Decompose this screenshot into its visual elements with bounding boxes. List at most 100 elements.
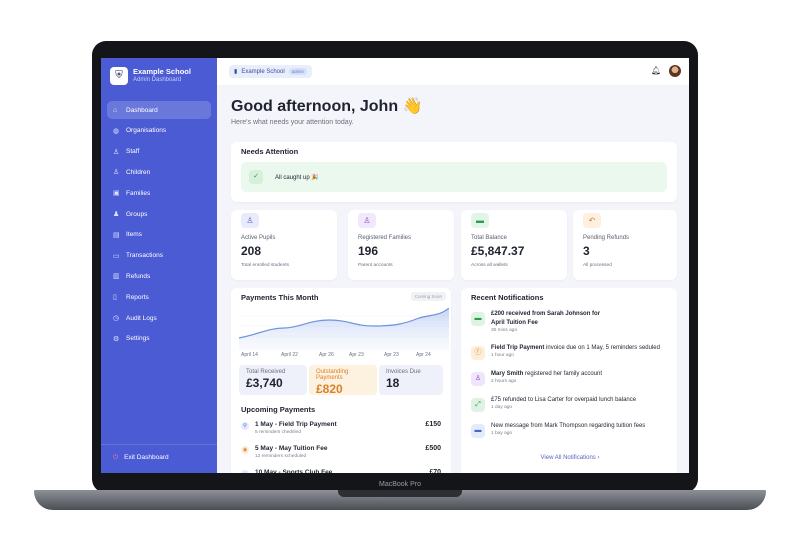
notification-time: 2 hours ago	[491, 379, 517, 384]
stat-value: £5,847.37	[471, 244, 525, 258]
stat-value: 196	[358, 244, 379, 258]
bell-icon[interactable]: 🔔︎	[651, 66, 662, 75]
payment-sub: 5 reminders chedsled	[255, 430, 301, 435]
home-icon: ⌂	[113, 106, 118, 114]
sidebar-item-label: Families	[126, 189, 151, 197]
screen: ⛨ Example School Admin Dashboard ⌂ Dashbo…	[101, 58, 689, 473]
sidebar-item-children[interactable]: ♙ Children	[107, 163, 211, 181]
stat-card: ♙ Registered Families 196 Parent accounts	[348, 210, 454, 280]
notification-text: £75 refunded to Lisa Carter for overpaid…	[491, 396, 676, 405]
stat-value: 208	[241, 244, 262, 258]
notification-bold: £200 received from Sarah Johnson for Apr…	[491, 311, 601, 326]
sidebar-item-organisations[interactable]: ◍ Organisations	[107, 122, 211, 140]
stat-desc: Across all wallets	[471, 263, 508, 268]
chart-icon: ▯	[113, 294, 117, 302]
upcoming-payment-row[interactable]: ↓ 10 May - Sports Club Fee £70	[241, 469, 441, 473]
trend-line	[239, 308, 449, 339]
banner-text: All caught up 🎉	[275, 174, 319, 181]
stat-value: 3	[583, 244, 590, 258]
notification-time: 1 bay ago	[491, 431, 513, 436]
sidebar-item-groups[interactable]: ♟ Groups	[107, 205, 211, 223]
upcoming-payment-row[interactable]: ⚲ 1 May - Field Trip Payment 5 reminders c…	[241, 421, 441, 441]
school-name: Example School	[133, 67, 191, 76]
x-axis-label: Apr 24	[416, 352, 431, 358]
box-icon: ▤	[113, 231, 120, 239]
sidebar-item-transactions[interactable]: ▭ Transactions	[107, 247, 211, 265]
sidebar-item-items[interactable]: ▤ Items	[107, 226, 211, 244]
sidebar-item-label: Organisations	[126, 127, 167, 135]
view-all-notifications-link[interactable]: View All Notifications ›	[540, 455, 600, 461]
card-icon: ▭	[113, 252, 120, 260]
x-axis-label: April 22	[281, 352, 298, 358]
notification-bold: Mary Smith	[491, 371, 524, 377]
payment-amount: £150	[425, 421, 441, 428]
users-icon: ♙	[113, 169, 120, 177]
card-title: Recent Notifications	[471, 293, 544, 302]
payment-sub: 12 reminders scheduled	[255, 454, 307, 459]
sidebar-item-label: Reports	[126, 293, 149, 301]
globe-icon: ◍	[113, 127, 120, 135]
role-badge: admin	[288, 68, 307, 75]
stat-card: ▬ Total Balance £5,847.37 Across all wallet…	[461, 210, 567, 280]
notification-time: 1 hour ago	[491, 353, 514, 358]
notification-icon: ⤢	[471, 398, 485, 412]
page-subtitle: Here's what needs your attention today.	[231, 119, 354, 126]
notification-text: Field Trip Payment invoice due on 1 May,…	[491, 344, 676, 353]
needs-attention-card: Needs Attention ✓ All caught up 🎉	[231, 142, 677, 202]
divider	[101, 444, 217, 445]
payments-trend-chart	[239, 308, 449, 350]
exit-dashboard-button[interactable]: ⏻ Exit Dashboard	[113, 454, 169, 462]
notification-icon: ▬	[471, 424, 485, 438]
sidebar-item-refunds[interactable]: ▥ Refunds	[107, 267, 211, 285]
sidebar-item-staff[interactable]: ♙ Staff	[107, 143, 211, 161]
notification-text: New message from Mark Thompson regarding…	[491, 422, 676, 431]
notification-time: 30 mins ago	[491, 328, 518, 333]
payment-icon: ↓	[241, 470, 249, 473]
stat-desc: Total enrolled students	[241, 263, 289, 268]
avatar[interactable]	[669, 65, 681, 77]
sidebar: ⛨ Example School Admin Dashboard ⌂ Dashbo…	[101, 58, 217, 473]
notification-bold: Field Trip Payment	[491, 345, 545, 351]
notification-icon: ⓕ	[471, 346, 485, 360]
stat-icon: ♙	[241, 213, 259, 228]
refund-icon: ▥	[113, 273, 120, 281]
sidebar-item-audit-logs[interactable]: ◷ Audit Logs	[107, 309, 211, 327]
sidebar-item-label: Groups	[126, 210, 148, 218]
sidebar-item-reports[interactable]: ▯ Reports	[107, 288, 211, 306]
stat-label: Total Balance	[471, 235, 508, 241]
payment-title: 10 May - Sports Club Fee	[255, 469, 333, 473]
sidebar-item-label: Transactions	[126, 252, 163, 260]
sidebar-item-families[interactable]: ▣ Families	[107, 184, 211, 202]
total-value: £3,740	[246, 376, 283, 390]
group-icon: ♟	[113, 211, 120, 218]
sidebar-item-label: Staff	[126, 148, 140, 156]
school-logo: ⛨	[110, 67, 128, 85]
sidebar-item-dashboard[interactable]: ⌂ Dashboard	[107, 101, 211, 119]
notification-text: £200 received from Sarah Johnson for Apr…	[491, 310, 601, 327]
payment-total: Total Received £3,740	[239, 365, 307, 395]
upcoming-payment-row[interactable]: ◉ 5 May - May Tuition Fee 12 reminders sch…	[241, 445, 441, 465]
sidebar-item-label: Settings	[126, 335, 150, 343]
sidebar-subtitle: Admin Dashboard	[133, 77, 182, 83]
notification-time: 1 day ago	[491, 405, 513, 410]
sidebar-item-settings[interactable]: ⚙ Settings	[107, 330, 211, 348]
payments-card: Payments This Month Coming Soon April 14…	[231, 288, 451, 473]
sidebar-item-label: Children	[126, 168, 151, 176]
notifications-card: Recent Notifications ▬ £200 received from…	[461, 288, 677, 473]
stat-label: Registered Families	[358, 235, 412, 241]
page-title: Good afternoon, John 👋	[231, 98, 423, 115]
school-breadcrumb[interactable]: ▮ Example School admin	[229, 65, 312, 78]
upcoming-title: Upcoming Payments	[241, 405, 316, 414]
stat-icon: ↶	[583, 213, 601, 228]
building-icon: ▮	[234, 69, 238, 75]
main: ▮ Example School admin 🔔︎ Good afternoon, …	[217, 58, 689, 473]
stat-icon: ♙	[358, 213, 376, 228]
card-title: Needs Attention	[241, 147, 299, 156]
total-label: Total Received	[246, 369, 286, 375]
sidebar-item-label: Audit Logs	[126, 314, 157, 322]
total-label: Outstanding Payments	[316, 369, 349, 381]
coming-soon-badge: Coming Soon	[410, 292, 446, 301]
clock-icon: ◷	[113, 315, 120, 322]
users-icon: ♙	[113, 148, 120, 156]
payment-amount: £70	[429, 469, 441, 473]
